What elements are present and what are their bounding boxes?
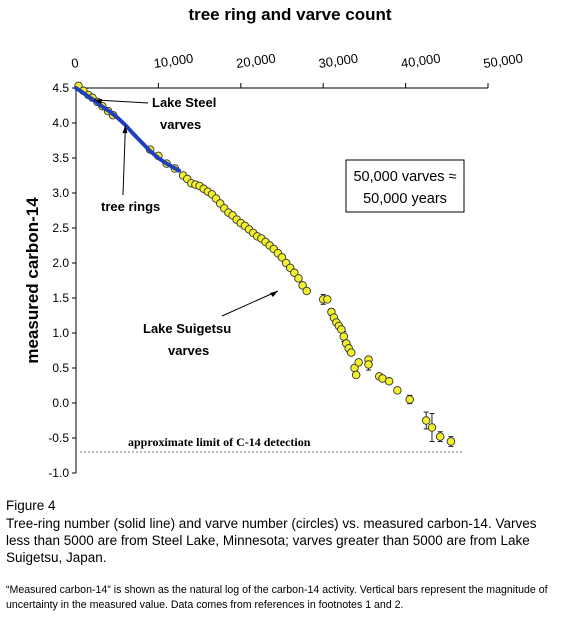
suigetsu-varve-point <box>405 395 414 404</box>
annotation-lake-suigetsu: varves <box>168 343 209 358</box>
suigetsu-varve-point <box>277 253 287 262</box>
suigetsu-varve-point <box>351 370 361 380</box>
annotation-lake-steel: varves <box>160 117 201 132</box>
x-tick-label: 50,000 <box>482 51 523 71</box>
suigetsu-varve-point <box>354 358 363 367</box>
annotation-lake-suigetsu: Lake Suigetsu <box>143 321 231 336</box>
suigetsu-varve-point <box>339 332 349 341</box>
suigetsu-varve-point <box>421 416 431 425</box>
axes: 0 10,000 20,000 30,000 40,000 50,000 4.5 4.0 3.5… <box>48 51 523 480</box>
suigetsu-varve-point <box>337 325 346 334</box>
suigetsu-varve-point <box>346 348 356 357</box>
suigetsu-varve-point <box>323 295 332 304</box>
annotations: approximate limit of C-14 detection Lake … <box>94 95 465 449</box>
figure-label: Figure 4 <box>6 498 56 513</box>
y-tick-label: 2.0 <box>52 256 69 270</box>
suigetsu-varve-point <box>427 423 437 432</box>
detection-limit-label: approximate limit of C-14 detection <box>128 435 311 449</box>
y-axis-label: measured carbon-14 <box>23 197 42 364</box>
annotation-tree-rings: tree rings <box>101 199 160 214</box>
figure-caption: Tree-ring number (solid line) and varve … <box>6 516 537 565</box>
annotation-lake-steel: Lake Steel <box>152 95 216 110</box>
x-tick-label: 30,000 <box>318 51 359 71</box>
x-tick-label: 10,000 <box>153 51 194 71</box>
x-tick-label: 0 <box>70 55 79 71</box>
callout-text: 50,000 years <box>363 191 447 207</box>
y-tick-label: 3.0 <box>52 186 69 200</box>
y-tick-label: 0.0 <box>52 396 69 410</box>
data-marks <box>74 81 462 453</box>
x-tick-label: 40,000 <box>400 51 441 71</box>
arrow-line <box>122 125 126 196</box>
suigetsu-varve-point <box>298 281 307 290</box>
y-tick-label: -0.5 <box>48 431 69 445</box>
chart: tree ring and varve count measured carbo… <box>23 5 524 480</box>
suigetsu-varve-point <box>294 274 303 283</box>
suigetsu-varve-point <box>393 386 402 395</box>
y-tick-label: 1.5 <box>52 291 69 305</box>
chart-title: tree ring and varve count <box>188 5 391 24</box>
suigetsu-varve-point <box>302 286 311 296</box>
y-tick-label: 4.0 <box>52 116 69 130</box>
suigetsu-varve-point <box>446 437 456 446</box>
suigetsu-varve-point <box>290 268 299 278</box>
arrow-head <box>122 125 128 134</box>
y-tick-label: 3.5 <box>52 151 69 165</box>
y-tick-label: 4.5 <box>52 81 69 95</box>
suigetsu-varve-point <box>435 432 445 441</box>
suigetsu-varve-point <box>384 377 394 386</box>
y-tick-label: -1.0 <box>48 466 69 480</box>
y-tick-label: 1.0 <box>52 326 69 340</box>
suigetsu-varve-point <box>364 360 373 369</box>
figure-caption-block: Figure 4 Tree-ring number (solid line) a… <box>6 497 562 566</box>
arrow-head <box>269 291 278 297</box>
arrow-line <box>94 99 149 104</box>
callout-text: 50,000 varves ≈ <box>353 169 456 185</box>
callout-box <box>345 159 465 213</box>
y-tick-label: 0.5 <box>52 361 69 375</box>
y-tick-label: 2.5 <box>52 221 69 235</box>
arrow-head <box>94 98 103 104</box>
x-tick-label: 20,000 <box>235 51 276 71</box>
figure-note: “Measured carbon-14” is shown as the nat… <box>6 584 548 611</box>
arrow-line <box>221 290 279 317</box>
